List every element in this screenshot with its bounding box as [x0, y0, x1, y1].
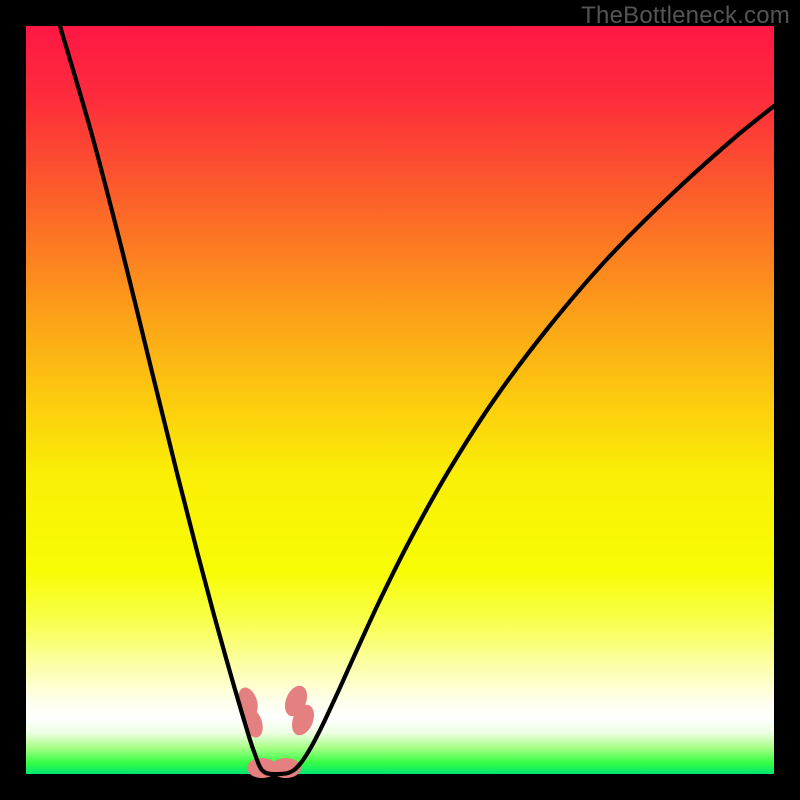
chart-background: [26, 26, 774, 774]
chart-frame: TheBottleneck.com: [0, 0, 800, 800]
watermark-label: TheBottleneck.com: [581, 2, 790, 30]
bottleneck-curve-chart: [0, 0, 800, 800]
